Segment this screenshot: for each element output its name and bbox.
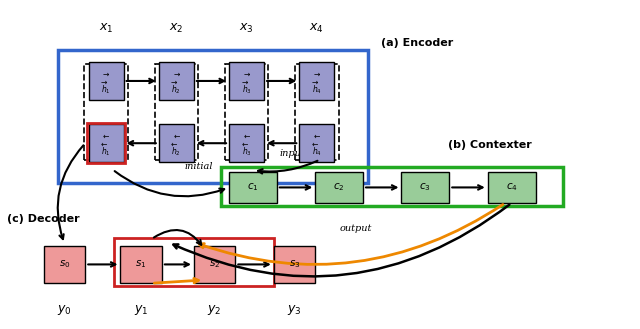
Text: $\overleftarrow{h}_{1}$: $\overleftarrow{h}_{1}$ bbox=[101, 141, 111, 158]
Text: $s_{1}$: $s_{1}$ bbox=[136, 259, 147, 270]
FancyBboxPatch shape bbox=[401, 172, 449, 203]
FancyBboxPatch shape bbox=[159, 124, 194, 162]
FancyBboxPatch shape bbox=[88, 62, 124, 100]
FancyBboxPatch shape bbox=[194, 245, 236, 283]
FancyBboxPatch shape bbox=[229, 124, 264, 162]
Text: $c_{2}$: $c_{2}$ bbox=[333, 182, 345, 193]
FancyBboxPatch shape bbox=[229, 172, 277, 203]
Text: $\leftarrow$: $\leftarrow$ bbox=[101, 132, 111, 140]
Text: $x_{2}$: $x_{2}$ bbox=[169, 22, 184, 35]
Text: $x_{3}$: $x_{3}$ bbox=[239, 22, 254, 35]
Text: $\rightarrow$: $\rightarrow$ bbox=[242, 69, 252, 78]
Text: $y_{1}$: $y_{1}$ bbox=[134, 303, 148, 317]
Text: $\rightarrow$: $\rightarrow$ bbox=[312, 69, 321, 78]
Text: $\rightarrow$: $\rightarrow$ bbox=[101, 69, 111, 78]
Text: $c_{1}$: $c_{1}$ bbox=[247, 182, 259, 193]
FancyBboxPatch shape bbox=[274, 245, 316, 283]
Text: $\leftarrow$: $\leftarrow$ bbox=[242, 132, 252, 140]
Text: (c) Decoder: (c) Decoder bbox=[7, 214, 80, 224]
Text: inputs: inputs bbox=[279, 149, 310, 158]
Text: $\overleftarrow{h}_{3}$: $\overleftarrow{h}_{3}$ bbox=[241, 141, 252, 158]
Text: initial: initial bbox=[184, 162, 213, 171]
FancyBboxPatch shape bbox=[300, 62, 334, 100]
Text: $s_{3}$: $s_{3}$ bbox=[289, 259, 300, 270]
Text: $c_{4}$: $c_{4}$ bbox=[506, 182, 518, 193]
FancyBboxPatch shape bbox=[88, 124, 124, 162]
Text: $x_{1}$: $x_{1}$ bbox=[99, 22, 113, 35]
Text: $\leftarrow$: $\leftarrow$ bbox=[312, 132, 321, 140]
Text: $\overrightarrow{h}_{3}$: $\overrightarrow{h}_{3}$ bbox=[241, 79, 252, 96]
Text: $x_{4}$: $x_{4}$ bbox=[310, 22, 324, 35]
Text: $\rightarrow$: $\rightarrow$ bbox=[172, 69, 181, 78]
Text: (b) Contexter: (b) Contexter bbox=[448, 140, 531, 150]
FancyBboxPatch shape bbox=[316, 172, 363, 203]
Text: $\overrightarrow{h}_{1}$: $\overrightarrow{h}_{1}$ bbox=[101, 79, 111, 96]
Text: $\leftarrow$: $\leftarrow$ bbox=[172, 132, 181, 140]
Text: $s_{0}$: $s_{0}$ bbox=[59, 259, 70, 270]
Text: $\overleftarrow{h}_{4}$: $\overleftarrow{h}_{4}$ bbox=[312, 141, 322, 158]
Text: $y_{2}$: $y_{2}$ bbox=[207, 303, 222, 317]
FancyBboxPatch shape bbox=[300, 124, 334, 162]
FancyBboxPatch shape bbox=[229, 62, 264, 100]
Text: $c_{3}$: $c_{3}$ bbox=[419, 182, 431, 193]
Text: $s_{2}$: $s_{2}$ bbox=[209, 259, 220, 270]
FancyBboxPatch shape bbox=[159, 62, 194, 100]
Text: $y_{3}$: $y_{3}$ bbox=[287, 303, 301, 317]
Text: $\overrightarrow{h}_{4}$: $\overrightarrow{h}_{4}$ bbox=[312, 79, 322, 96]
FancyBboxPatch shape bbox=[120, 245, 162, 283]
Text: $\overrightarrow{h}_{2}$: $\overrightarrow{h}_{2}$ bbox=[172, 79, 181, 96]
FancyBboxPatch shape bbox=[488, 172, 536, 203]
FancyBboxPatch shape bbox=[44, 245, 85, 283]
Text: output: output bbox=[339, 224, 372, 233]
Text: (a) Encoder: (a) Encoder bbox=[381, 38, 453, 48]
Text: $\overleftarrow{h}_{2}$: $\overleftarrow{h}_{2}$ bbox=[172, 141, 181, 158]
Text: $y_{0}$: $y_{0}$ bbox=[57, 303, 72, 317]
